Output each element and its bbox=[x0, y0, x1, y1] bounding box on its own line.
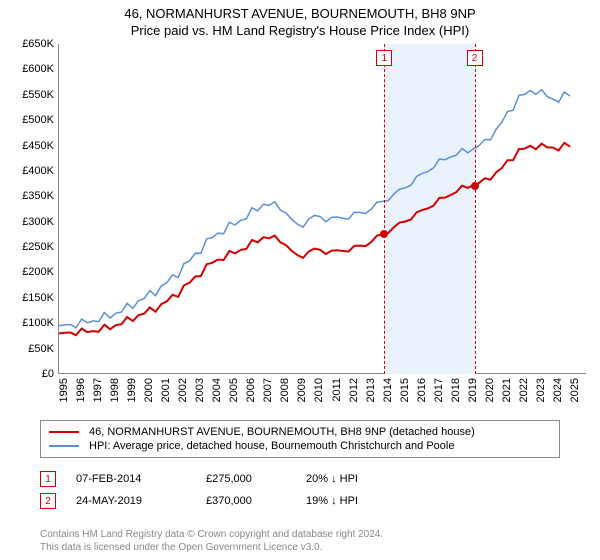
sale-row-date: 07-FEB-2014 bbox=[76, 473, 186, 485]
chart-area: £0 £50K £100K £150K £200K £250K £300K £350K £400… bbox=[10, 44, 590, 404]
x-tick-label: 2012 bbox=[348, 378, 360, 402]
chart-container: 46, NORMANHURST AVENUE, BOURNEMOUTH, BH8… bbox=[0, 0, 600, 560]
sale-vline bbox=[384, 44, 385, 374]
x-tick-label: 2016 bbox=[416, 378, 428, 402]
y-tick-label: £50K bbox=[28, 343, 54, 355]
x-tick-label: 2019 bbox=[467, 378, 479, 402]
sale-row-date: 24-MAY-2019 bbox=[76, 495, 186, 507]
sale-row: 1 07-FEB-2014 £275,000 20% ↓ HPI bbox=[40, 468, 560, 490]
legend-swatch bbox=[49, 431, 79, 433]
x-tick-label: 1996 bbox=[75, 378, 87, 402]
y-tick-label: £550K bbox=[22, 89, 54, 101]
x-tick-label: 2000 bbox=[143, 378, 155, 402]
x-tick-label: 1997 bbox=[92, 378, 104, 402]
x-tick-label: 2007 bbox=[262, 378, 274, 402]
x-tick-label: 2021 bbox=[501, 378, 513, 402]
x-tick-label: 2023 bbox=[535, 378, 547, 402]
x-tick-label: 2011 bbox=[331, 378, 343, 402]
x-tick-label: 2003 bbox=[194, 378, 206, 402]
title-subtitle: Price paid vs. HM Land Registry's House … bbox=[0, 23, 600, 38]
legend-row: HPI: Average price, detached house, Bour… bbox=[49, 439, 551, 453]
x-tick-label: 2025 bbox=[569, 378, 581, 402]
sale-row: 2 24-MAY-2019 £370,000 19% ↓ HPI bbox=[40, 490, 560, 512]
y-axis: £0£50K£100K£150K£200K£250K£300K£350K£400… bbox=[10, 44, 58, 374]
legend-swatch bbox=[49, 445, 79, 447]
sale-vline bbox=[475, 44, 476, 374]
x-tick-label: 2020 bbox=[484, 378, 496, 402]
title-address: 46, NORMANHURST AVENUE, BOURNEMOUTH, BH8… bbox=[0, 6, 600, 21]
sale-row-pct: 19% ↓ HPI bbox=[306, 495, 406, 507]
x-tick-label: 2022 bbox=[518, 378, 530, 402]
sale-row-pct: 20% ↓ HPI bbox=[306, 473, 406, 485]
y-tick-label: £450K bbox=[22, 140, 54, 152]
y-tick-label: £400K bbox=[22, 165, 54, 177]
sale-row-marker: 2 bbox=[40, 493, 56, 509]
series-hpi bbox=[59, 90, 570, 328]
x-tick-label: 2005 bbox=[228, 378, 240, 402]
sale-marker-box: 1 bbox=[376, 50, 392, 66]
sale-row-price: £275,000 bbox=[206, 473, 286, 485]
y-tick-label: £0 bbox=[42, 368, 54, 380]
x-tick-label: 2008 bbox=[279, 378, 291, 402]
x-tick-label: 2004 bbox=[211, 378, 223, 402]
sale-marker-box: 2 bbox=[467, 50, 483, 66]
sale-dot bbox=[380, 230, 388, 238]
legend-row: 46, NORMANHURST AVENUE, BOURNEMOUTH, BH8… bbox=[49, 425, 551, 439]
x-tick-label: 2010 bbox=[313, 378, 325, 402]
sales-table: 1 07-FEB-2014 £275,000 20% ↓ HPI 2 24-MAY-201… bbox=[40, 468, 560, 512]
y-tick-label: £250K bbox=[22, 241, 54, 253]
x-tick-label: 2024 bbox=[552, 378, 564, 402]
y-tick-label: £200K bbox=[22, 266, 54, 278]
y-tick-label: £350K bbox=[22, 190, 54, 202]
x-tick-label: 1998 bbox=[109, 378, 121, 402]
y-tick-label: £650K bbox=[22, 38, 54, 50]
footer-line2: This data is licensed under the Open Gov… bbox=[40, 541, 383, 554]
x-tick-label: 2006 bbox=[245, 378, 257, 402]
legend-label: 46, NORMANHURST AVENUE, BOURNEMOUTH, BH8… bbox=[89, 426, 475, 438]
x-tick-label: 2018 bbox=[450, 378, 462, 402]
x-tick-label: 2013 bbox=[365, 378, 377, 402]
series-price_paid bbox=[59, 143, 570, 335]
y-tick-label: £150K bbox=[22, 292, 54, 304]
x-tick-label: 2015 bbox=[399, 378, 411, 402]
x-axis: 1995 1996 1997 1998 1999 2000 2001 2002 2003 2004… bbox=[58, 374, 586, 424]
x-tick-label: 1999 bbox=[126, 378, 138, 402]
x-tick-label: 2002 bbox=[177, 378, 189, 402]
plot-region: 12 bbox=[58, 44, 586, 374]
plot-svg bbox=[59, 44, 587, 374]
footer-line1: Contains HM Land Registry data © Crown c… bbox=[40, 528, 383, 541]
sale-row-price: £370,000 bbox=[206, 495, 286, 507]
x-tick-label: 2001 bbox=[160, 378, 172, 402]
footer: Contains HM Land Registry data © Crown c… bbox=[40, 528, 383, 554]
legend-label: HPI: Average price, detached house, Bour… bbox=[89, 440, 454, 452]
x-tick-label: 1995 bbox=[58, 378, 70, 402]
x-tick-label: 2014 bbox=[382, 378, 394, 402]
legend: 46, NORMANHURST AVENUE, BOURNEMOUTH, BH8… bbox=[40, 420, 560, 458]
y-tick-label: £100K bbox=[22, 317, 54, 329]
title-block: 46, NORMANHURST AVENUE, BOURNEMOUTH, BH8… bbox=[0, 0, 600, 38]
sale-dot bbox=[471, 182, 479, 190]
sale-row-marker: 1 bbox=[40, 471, 56, 487]
x-tick-label: 2017 bbox=[433, 378, 445, 402]
y-tick-label: £300K bbox=[22, 216, 54, 228]
x-tick-label: 2009 bbox=[296, 378, 308, 402]
y-tick-label: £500K bbox=[22, 114, 54, 126]
y-tick-label: £600K bbox=[22, 63, 54, 75]
